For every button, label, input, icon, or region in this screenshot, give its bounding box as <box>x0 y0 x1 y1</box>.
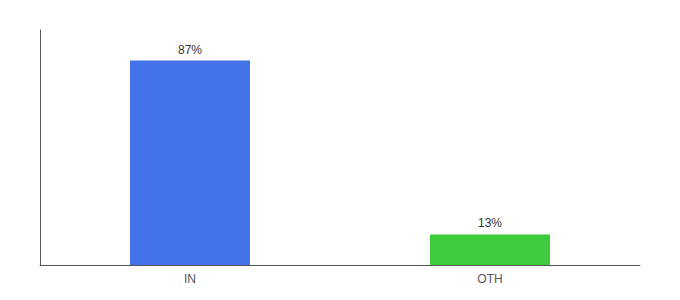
svg-text:87%: 87% <box>178 43 202 57</box>
svg-text:OTH: OTH <box>477 272 502 286</box>
svg-text:13%: 13% <box>478 216 502 230</box>
svg-text:IN: IN <box>184 272 196 286</box>
